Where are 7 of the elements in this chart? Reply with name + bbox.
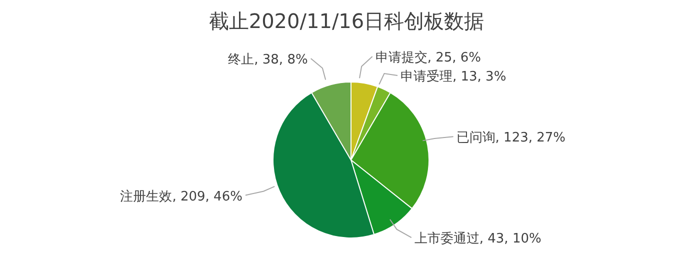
- slice-label: 已问询, 123, 27%: [456, 130, 566, 146]
- chart-title: 截止2020/11/16日科创板数据: [208, 8, 486, 34]
- slice-label: 申请受理, 13, 3%: [400, 70, 506, 85]
- slice-label: 申请提交, 25, 6%: [375, 50, 482, 66]
- slice-label: 终止, 38, 8%: [228, 52, 308, 68]
- slice-label: 上市委通过, 43, 10%: [414, 232, 542, 247]
- slice-label: 注册生效, 209, 46%: [120, 189, 242, 204]
